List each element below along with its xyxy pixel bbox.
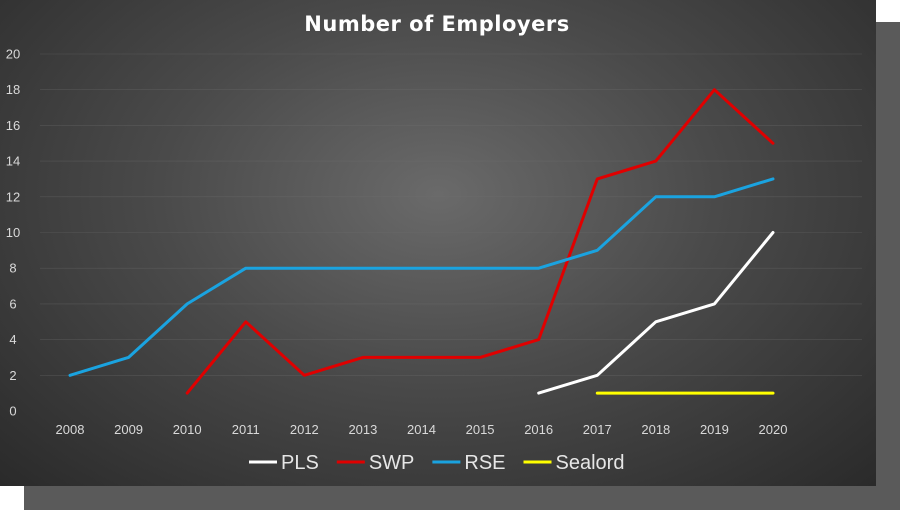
x-tick-label: 2018 [641, 422, 670, 437]
x-tick-label: 2017 [583, 422, 612, 437]
y-tick-label: 20 [6, 47, 20, 62]
series-line-pls [537, 231, 775, 395]
y-tick-label: 2 [9, 368, 16, 383]
series-line-rse [68, 177, 775, 377]
x-tick-label: 2010 [173, 422, 202, 437]
x-tick-label: 2012 [290, 422, 319, 437]
legend-label: SWP [369, 452, 415, 474]
chart-title: Number of Employers [304, 12, 569, 36]
legend-label: PLS [281, 452, 319, 474]
x-tick-label: 2013 [348, 422, 377, 437]
series-lines [68, 88, 775, 395]
x-tick-label: 2015 [466, 422, 495, 437]
y-tick-label: 6 [9, 296, 16, 311]
x-tick-label: 2009 [114, 422, 143, 437]
x-tick-label: 2014 [407, 422, 436, 437]
y-axis: 0 2 4 6 8 10 12 14 16 18 20 [6, 47, 20, 419]
y-tick-label: 0 [9, 404, 16, 419]
x-tick-label: 2011 [232, 422, 260, 437]
series-line-swp [185, 88, 775, 395]
y-tick-label: 18 [6, 82, 20, 97]
x-tick-label: 2008 [56, 422, 85, 437]
legend-label: Sealord [556, 452, 625, 474]
y-tick-label: 8 [9, 261, 16, 276]
y-tick-label: 10 [6, 225, 20, 240]
y-tick-label: 16 [6, 118, 20, 133]
line-chart: Number of Employers 0 2 4 6 8 10 12 14 16 18 20 20… [5, 12, 862, 474]
gridlines [40, 53, 862, 376]
y-tick-label: 14 [6, 154, 20, 169]
legend: PLS SWP RSE Sealord [249, 452, 624, 474]
x-tick-label: 2016 [524, 422, 553, 437]
legend-item-pls: PLS [249, 452, 319, 474]
legend-item-sealord: Sealord [523, 452, 625, 474]
legend-item-swp: SWP [336, 452, 415, 474]
x-axis: 2008 2009 2010 2011 2012 2013 2014 2015 2016 2017… [56, 422, 788, 437]
chart-area: Number of Employers 0 2 4 6 8 10 12 14 16 18 20 20… [0, 0, 876, 486]
x-tick-label: 2019 [700, 422, 729, 437]
legend-item-rse: RSE [432, 452, 506, 474]
x-tick-label: 2020 [759, 422, 788, 437]
legend-label: RSE [464, 452, 505, 474]
y-tick-label: 12 [6, 189, 20, 204]
y-tick-label: 4 [9, 332, 16, 347]
